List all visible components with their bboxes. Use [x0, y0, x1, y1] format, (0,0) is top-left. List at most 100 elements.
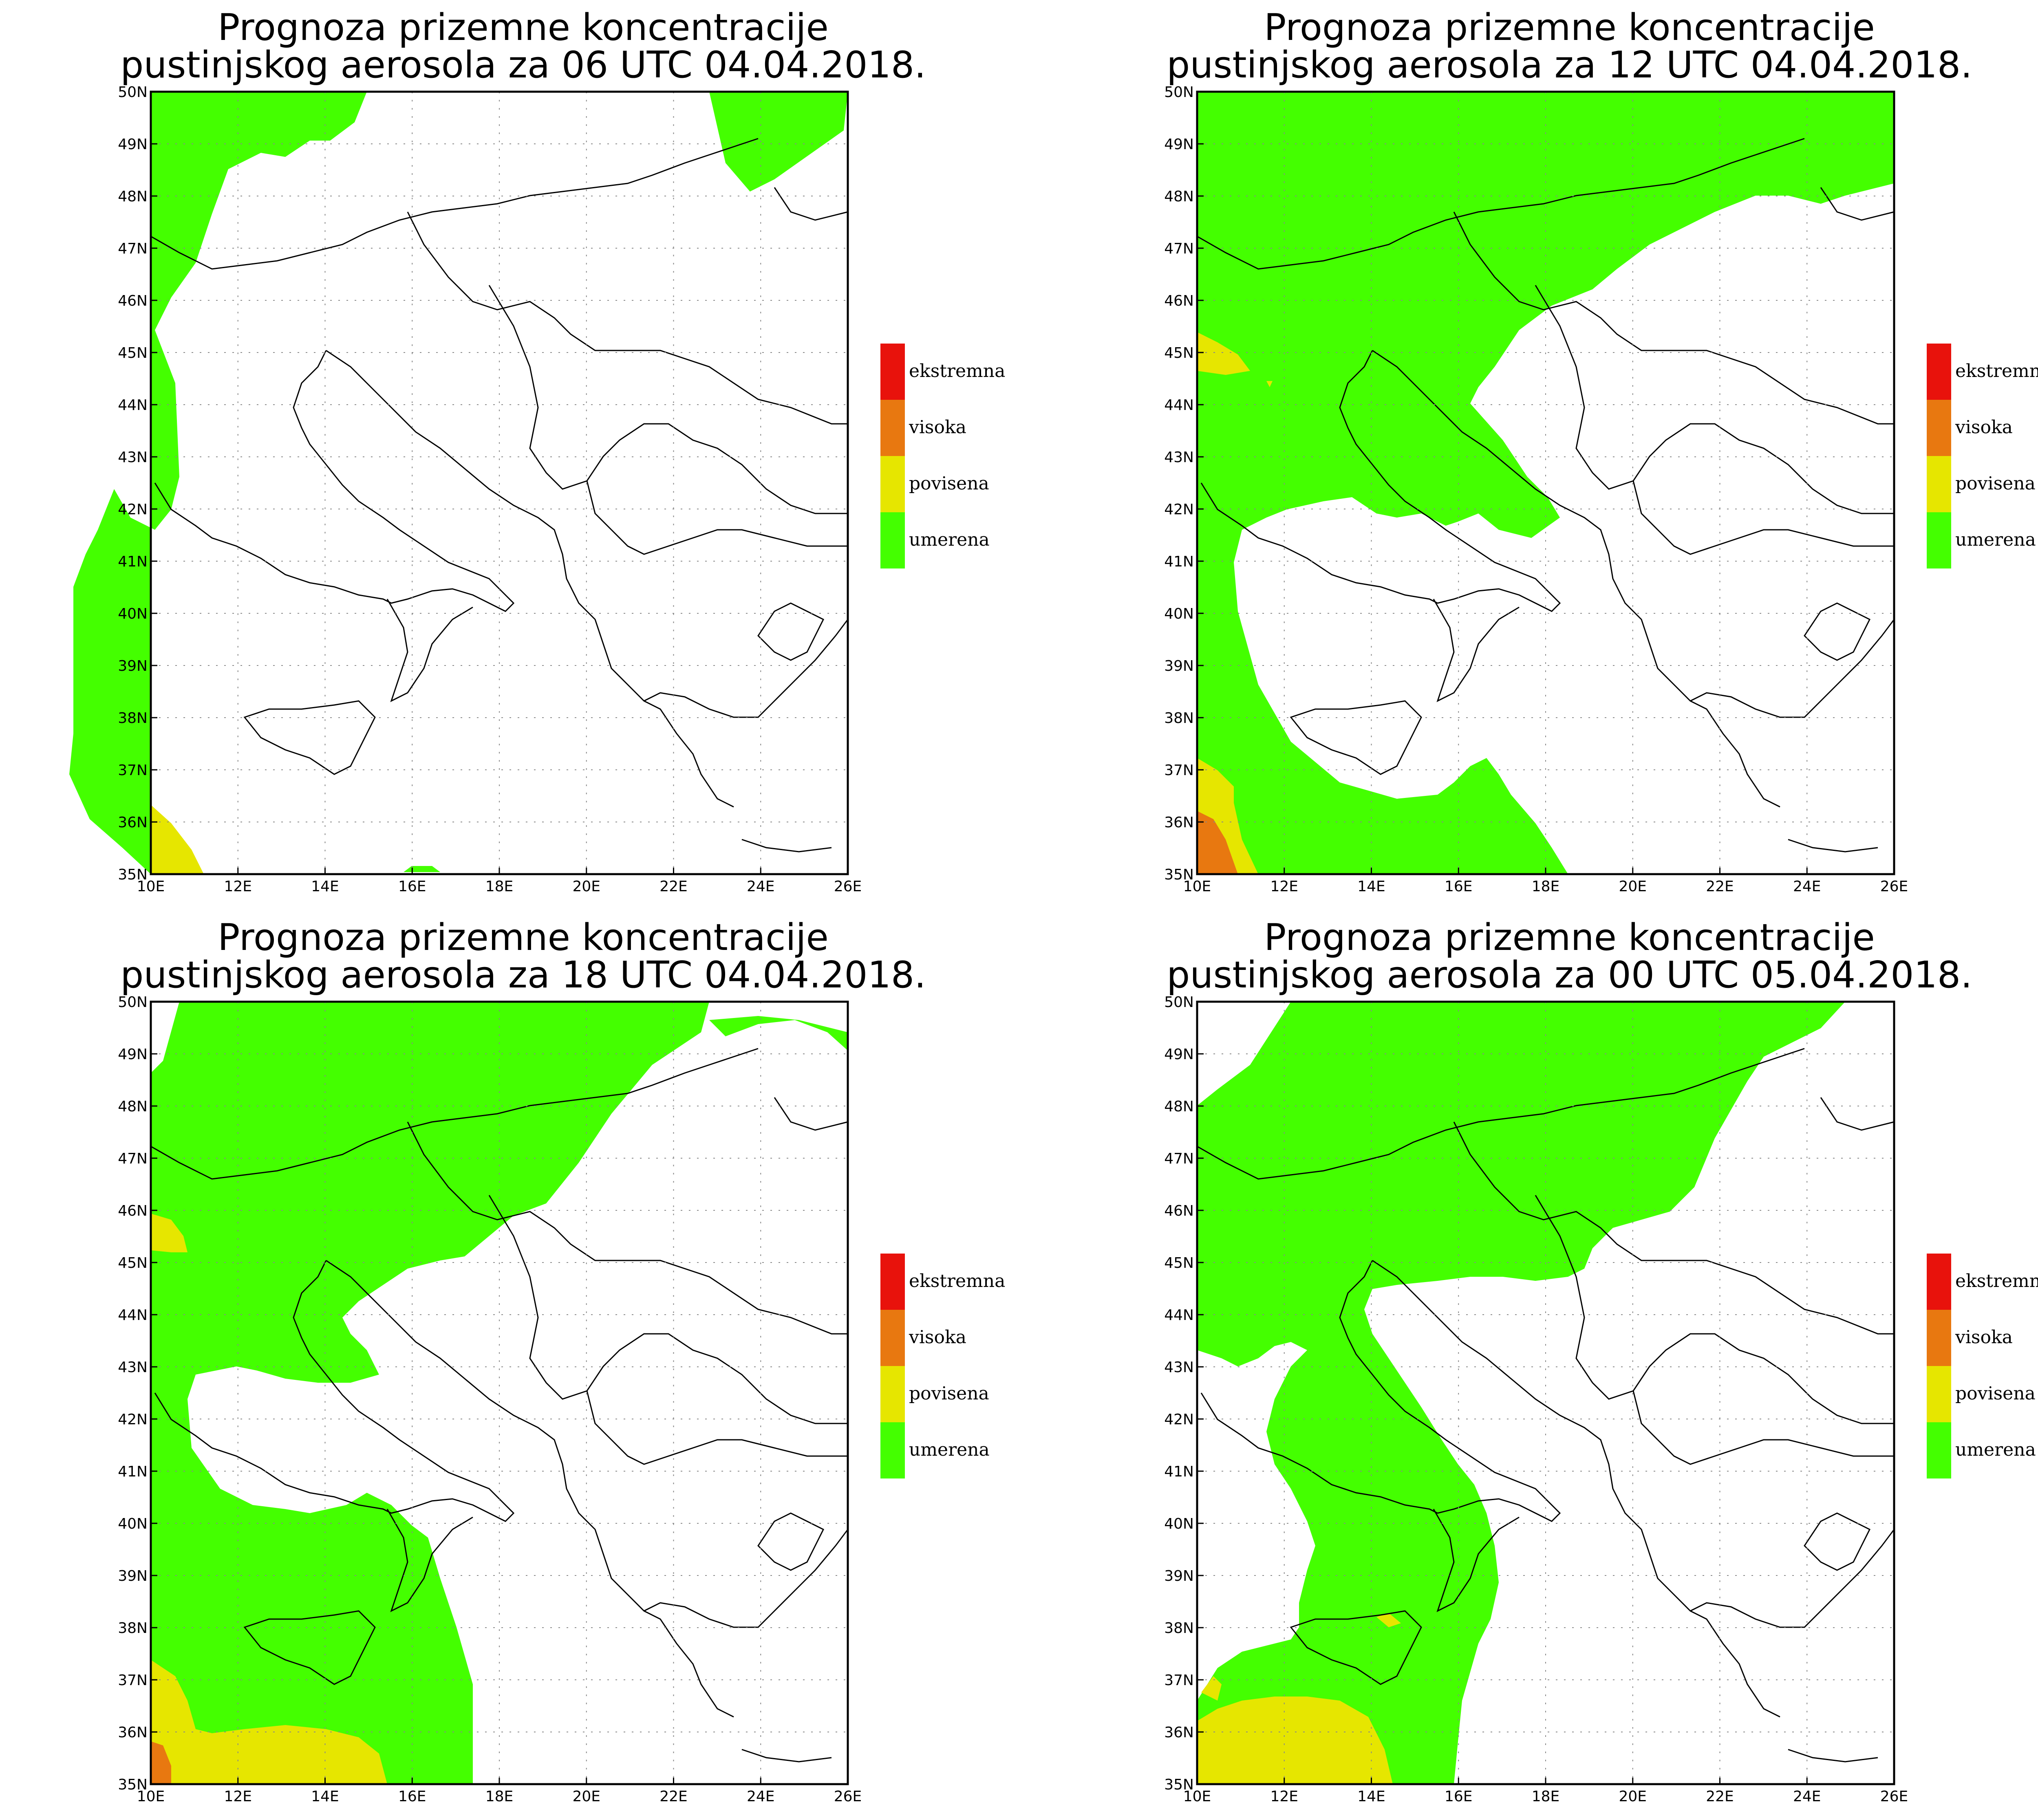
- legend-swatch-high: [1927, 1310, 1951, 1366]
- lon-tick-label: 14E: [311, 1788, 339, 1805]
- lat-tick-label: 36N: [1164, 814, 1194, 831]
- legend-label-elevated: povisena: [1955, 473, 2036, 494]
- lat-tick-label: 46N: [1164, 1203, 1194, 1219]
- elevated-concentration-area: [1197, 1697, 1393, 1784]
- lat-tick-label: 38N: [1164, 710, 1194, 727]
- lon-tick-label: 26E: [834, 878, 862, 895]
- lon-tick-label: 12E: [224, 878, 252, 895]
- lon-tick-label: 20E: [1619, 1788, 1647, 1805]
- moderate-concentration-area: [709, 1016, 848, 1051]
- coastlines-and-borders: [1197, 138, 1895, 853]
- legend-swatch-high: [880, 1310, 905, 1366]
- legend-label-high: visoka: [909, 417, 966, 438]
- lat-tick-label: 45N: [118, 345, 148, 361]
- lat-tick-label: 35N: [118, 866, 148, 883]
- lon-tick-labels: 10E 12E 14E 16E 18E 20E 22E 24E 26E: [1183, 868, 1908, 895]
- lon-tick-label: 24E: [1793, 878, 1821, 895]
- lon-tick-label: 24E: [747, 878, 775, 895]
- legend-label-high: visoka: [909, 1327, 966, 1348]
- lat-tick-label: 40N: [118, 606, 148, 622]
- lat-tick-label: 37N: [118, 762, 148, 779]
- legend-label-high: visoka: [1955, 417, 2013, 438]
- lat-tick-label: 37N: [1164, 1672, 1194, 1689]
- elevated-concentration-area: [151, 1660, 387, 1784]
- forecast-map: 10E 12E 14E 16E 18E 20E 22E 24E 26E 35N 36N 37N 38N…: [118, 994, 862, 1805]
- forecast-map: 10E 12E 14E 16E 18E 20E 22E 24E 26E 35N 36N 37N 38N…: [1164, 994, 1908, 1805]
- legend-swatch-elevated: [1927, 1366, 1951, 1422]
- lon-tick-label: 16E: [1445, 1788, 1473, 1805]
- lat-lon-grid: [1197, 1002, 1894, 1784]
- elevated-concentration-area: [1201, 1676, 1222, 1701]
- lon-tick-label: 16E: [398, 1788, 426, 1805]
- legend-swatch-extreme: [880, 344, 905, 400]
- moderate-concentration-area: [709, 92, 848, 192]
- lat-tick-label: 48N: [1164, 188, 1194, 205]
- lat-tick-label: 50N: [1164, 994, 1194, 1011]
- aerosol-fields: [1197, 1002, 1845, 1784]
- lat-tick-label: 38N: [118, 710, 148, 727]
- lon-tick-label: 22E: [659, 878, 688, 895]
- lat-tick-label: 37N: [1164, 762, 1194, 779]
- lat-tick-label: 35N: [1164, 1776, 1194, 1793]
- moderate-concentration-area: [1197, 1002, 1845, 1784]
- lat-tick-label: 45N: [1164, 345, 1194, 361]
- lon-tick-labels: 10E 12E 14E 16E 18E 20E 22E 24E 26E: [1183, 1778, 1908, 1805]
- coastlines-and-borders: [150, 138, 849, 853]
- lat-tick-label: 43N: [118, 1359, 148, 1376]
- legend-label-extreme: ekstremna: [909, 1271, 1006, 1291]
- lat-tick-label: 38N: [118, 1620, 148, 1637]
- lat-tick-label: 43N: [1164, 449, 1194, 466]
- lat-tick-label: 40N: [1164, 606, 1194, 622]
- lat-tick-labels: 35N 36N 37N 38N 39N 40N 41N 42N 43N 44N 45N 46N 47N 4…: [1164, 994, 1204, 1793]
- lat-tick-label: 35N: [1164, 866, 1194, 883]
- lat-tick-label: 44N: [118, 1307, 148, 1324]
- lat-tick-label: 47N: [118, 240, 148, 257]
- lon-tick-label: 12E: [1270, 1788, 1298, 1805]
- panel-title-line2: pustinjskog aerosola za 18 UTC 04.04.201…: [120, 954, 926, 996]
- lon-tick-label: 10E: [1183, 1788, 1211, 1805]
- lat-tick-label: 48N: [1164, 1098, 1194, 1115]
- legend-swatch-high: [1927, 400, 1951, 456]
- lon-tick-label: 24E: [747, 1788, 775, 1805]
- lat-tick-label: 41N: [1164, 553, 1194, 570]
- moderate-concentration-area: [69, 92, 367, 874]
- panel-title-line1: Prognoza prizemne koncentracije: [1264, 916, 1875, 959]
- lon-tick-label: 14E: [1357, 1788, 1385, 1805]
- lon-tick-label: 14E: [1357, 878, 1385, 895]
- lat-tick-label: 47N: [1164, 1150, 1194, 1167]
- panel-title-line2: pustinjskog aerosola za 12 UTC 04.04.201…: [1167, 44, 1972, 86]
- lon-tick-label: 10E: [1183, 878, 1211, 895]
- lon-tick-label: 20E: [572, 878, 600, 895]
- lon-tick-label: 10E: [137, 1788, 165, 1805]
- legend-label-elevated: povisena: [909, 473, 989, 494]
- legend-label-extreme: ekstremna: [1955, 1271, 2038, 1291]
- lat-tick-label: 36N: [118, 1724, 148, 1741]
- forecast-panel-12utc: Prognoza prizemne koncentracije pustinjs…: [1046, 0, 2038, 910]
- lat-tick-label: 37N: [118, 1672, 148, 1689]
- lon-tick-label: 22E: [659, 1788, 688, 1805]
- lat-tick-label: 49N: [1164, 1046, 1194, 1063]
- lon-tick-labels: 10E 12E 14E 16E 18E 20E 22E 24E 26E: [137, 868, 862, 895]
- lat-tick-label: 39N: [118, 658, 148, 674]
- lat-tick-label: 42N: [1164, 501, 1194, 518]
- lat-tick-labels: 35N 36N 37N 38N 39N 40N 41N 42N 43N 44N 45N 46N 47N 4…: [118, 84, 157, 883]
- elevated-concentration-area: [151, 1214, 187, 1252]
- lat-tick-label: 49N: [118, 1046, 148, 1063]
- lon-tick-label: 20E: [572, 1788, 600, 1805]
- lon-tick-label: 18E: [1532, 878, 1560, 895]
- high-concentration-area: [151, 1741, 171, 1784]
- lat-tick-label: 49N: [118, 136, 148, 153]
- panel-title-line2: pustinjskog aerosola za 06 UTC 04.04.201…: [120, 44, 926, 86]
- lat-tick-label: 43N: [118, 449, 148, 466]
- legend-label-extreme: ekstremna: [1955, 361, 2038, 381]
- lat-lon-grid: [1197, 92, 1894, 874]
- legend-swatch-moderate: [1927, 1422, 1951, 1478]
- aerosol-fields: [151, 1002, 848, 1784]
- lat-tick-label: 48N: [118, 1098, 148, 1115]
- lat-tick-label: 42N: [1164, 1411, 1194, 1428]
- lon-tick-label: 10E: [137, 878, 165, 895]
- lat-tick-label: 50N: [1164, 84, 1194, 101]
- legend-swatch-moderate: [880, 512, 905, 568]
- lat-tick-label: 41N: [118, 1463, 148, 1480]
- legend-swatch-moderate: [1927, 512, 1951, 568]
